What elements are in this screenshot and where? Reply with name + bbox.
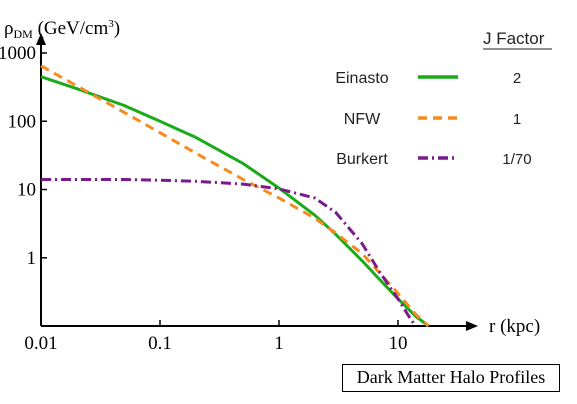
x-tick-label: 1 (274, 333, 284, 354)
y-axis-title-sub: DM (13, 27, 33, 41)
y-axis-title-close: ) (114, 18, 120, 39)
axis-ticks: 0.01 0.1 1 10 1 10 100 1000 (0, 43, 408, 354)
legend-label-nfw: NFW (344, 111, 381, 128)
y-axis-title-rho: ρ (4, 18, 13, 39)
y-tick-label: 100 (8, 111, 37, 132)
legend: J Factor Einasto 2 NFW 1 Burkert 1/70 (335, 29, 552, 168)
series-line-nfw (40, 64, 430, 328)
x-axis-arrow (466, 321, 478, 331)
x-axis-title: r (kpc) (489, 316, 540, 337)
legend-jfactor-nfw: 1 (513, 111, 521, 128)
x-tick-label: 10 (389, 333, 408, 354)
y-tick-label: 10 (17, 180, 36, 201)
y-axis-title-exp: 3 (108, 18, 114, 30)
series-layer (40, 64, 430, 328)
series-line-burkert (41, 178, 417, 327)
y-axis-title: ρDM (GeV/cm3) (4, 18, 120, 41)
legend-jfactor-einasto: 2 (513, 70, 521, 87)
x-tick-label: 0.1 (148, 333, 172, 354)
legend-entries: Einasto 2 NFW 1 Burkert 1/70 (335, 70, 531, 168)
legend-label-burkert: Burkert (336, 151, 388, 168)
legend-label-einasto: Einasto (335, 70, 388, 87)
y-tick-label: 1000 (0, 43, 36, 64)
legend-jfactor-burkert: 1/70 (502, 151, 531, 168)
chart-caption: Dark Matter Halo Profiles (342, 364, 560, 392)
x-tick-label: 0.01 (24, 333, 57, 354)
legend-header: J Factor (483, 29, 545, 48)
y-axis-title-unit: (GeV/cm (33, 18, 109, 39)
y-tick-label: 1 (27, 248, 37, 269)
y-axis-arrow (36, 33, 46, 45)
axes (36, 33, 478, 331)
